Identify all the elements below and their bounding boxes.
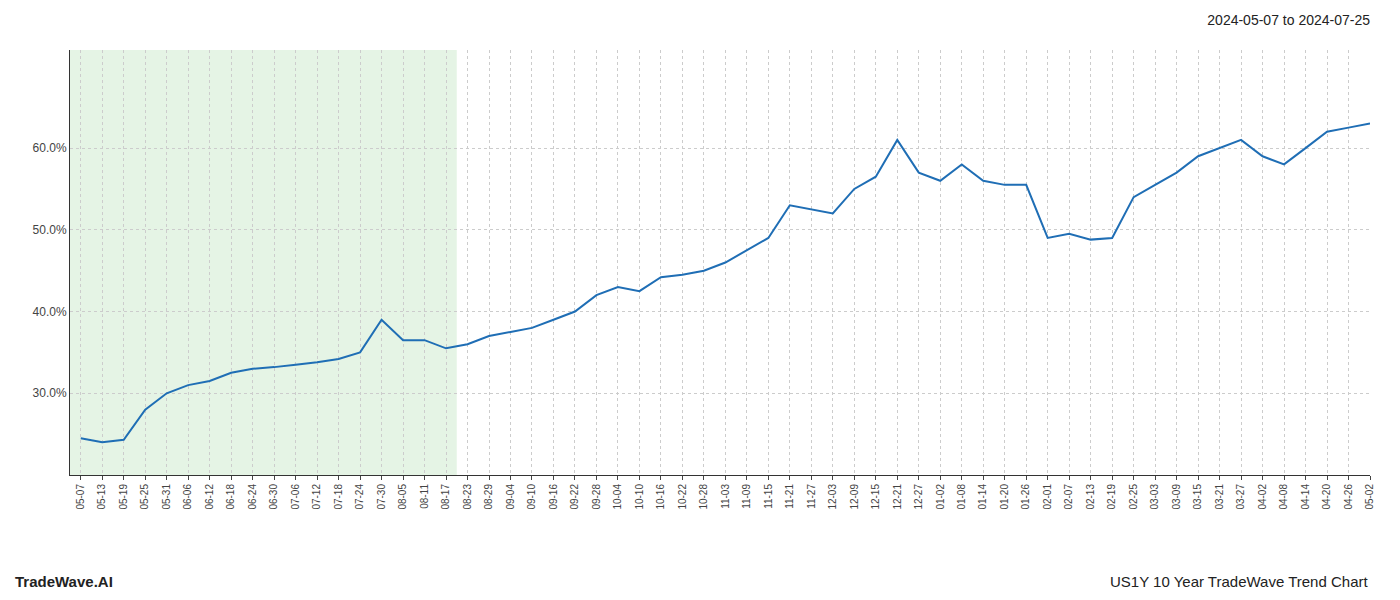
svg-text:06-12: 06-12 [204,484,215,510]
svg-text:04-02: 04-02 [1257,484,1268,510]
svg-text:05-13: 05-13 [96,484,107,510]
svg-text:07-12: 07-12 [311,484,322,510]
svg-text:07-30: 07-30 [376,484,387,510]
svg-text:12-27: 12-27 [913,484,924,510]
svg-text:03-15: 03-15 [1192,484,1203,510]
svg-text:02-07: 02-07 [1063,484,1074,510]
svg-text:02-01: 02-01 [1042,484,1053,510]
svg-text:02-25: 02-25 [1128,484,1139,510]
svg-text:07-06: 07-06 [290,484,301,510]
svg-text:06-24: 06-24 [247,484,258,510]
svg-text:2024-05-07 to 2024-07-25: 2024-05-07 to 2024-07-25 [1207,12,1370,28]
svg-text:07-18: 07-18 [333,484,344,510]
svg-text:06-18: 06-18 [225,484,236,510]
svg-text:01-02: 01-02 [935,484,946,510]
svg-text:08-23: 08-23 [462,484,473,510]
svg-text:12-03: 12-03 [827,484,838,510]
svg-text:30.0%: 30.0% [33,386,67,400]
svg-text:01-14: 01-14 [977,484,988,510]
svg-text:09-16: 09-16 [548,484,559,510]
svg-text:09-22: 09-22 [569,484,580,510]
svg-text:04-08: 04-08 [1278,484,1289,510]
svg-text:10-22: 10-22 [677,484,688,510]
svg-text:10-10: 10-10 [634,484,645,510]
svg-text:10-04: 10-04 [612,484,623,510]
svg-text:01-26: 01-26 [1020,484,1031,510]
svg-text:12-09: 12-09 [849,484,860,510]
svg-text:04-26: 04-26 [1343,484,1354,510]
svg-text:05-07: 05-07 [75,484,86,510]
svg-text:10-16: 10-16 [655,484,666,510]
svg-text:60.0%: 60.0% [33,141,67,155]
svg-text:05-19: 05-19 [118,484,129,510]
svg-text:03-21: 03-21 [1214,484,1225,510]
svg-text:10-28: 10-28 [698,484,709,510]
svg-text:01-08: 01-08 [956,484,967,510]
svg-text:05-31: 05-31 [161,484,172,510]
svg-text:08-11: 08-11 [419,484,430,509]
svg-text:06-06: 06-06 [182,484,193,510]
svg-text:04-14: 04-14 [1300,484,1311,510]
svg-text:05-02: 05-02 [1364,484,1375,510]
svg-text:07-24: 07-24 [354,484,365,510]
svg-text:08-05: 08-05 [397,484,408,510]
svg-text:09-28: 09-28 [591,484,602,510]
svg-text:04-20: 04-20 [1321,484,1332,510]
svg-text:08-17: 08-17 [440,484,451,510]
svg-text:03-27: 03-27 [1235,484,1246,510]
svg-text:08-29: 08-29 [483,484,494,510]
svg-text:TradeWave.AI: TradeWave.AI [15,573,113,590]
svg-text:12-15: 12-15 [870,484,881,510]
svg-text:11-09: 11-09 [741,484,752,509]
svg-text:02-13: 02-13 [1085,484,1096,510]
svg-text:06-30: 06-30 [268,484,279,510]
svg-text:11-15: 11-15 [763,484,774,509]
svg-text:01-20: 01-20 [999,484,1010,510]
svg-text:11-21: 11-21 [784,484,795,509]
svg-text:11-27: 11-27 [806,484,817,509]
svg-text:50.0%: 50.0% [33,223,67,237]
svg-text:40.0%: 40.0% [33,305,67,319]
svg-text:03-03: 03-03 [1149,484,1160,510]
svg-text:02-19: 02-19 [1106,484,1117,510]
svg-text:US1Y 10 Year TradeWave Trend C: US1Y 10 Year TradeWave Trend Chart [1110,573,1368,590]
svg-text:03-09: 03-09 [1171,484,1182,510]
svg-text:11-03: 11-03 [720,484,731,509]
svg-text:09-10: 09-10 [526,484,537,510]
svg-text:12-21: 12-21 [892,484,903,510]
svg-text:05-25: 05-25 [139,484,150,510]
svg-text:09-04: 09-04 [505,484,516,510]
